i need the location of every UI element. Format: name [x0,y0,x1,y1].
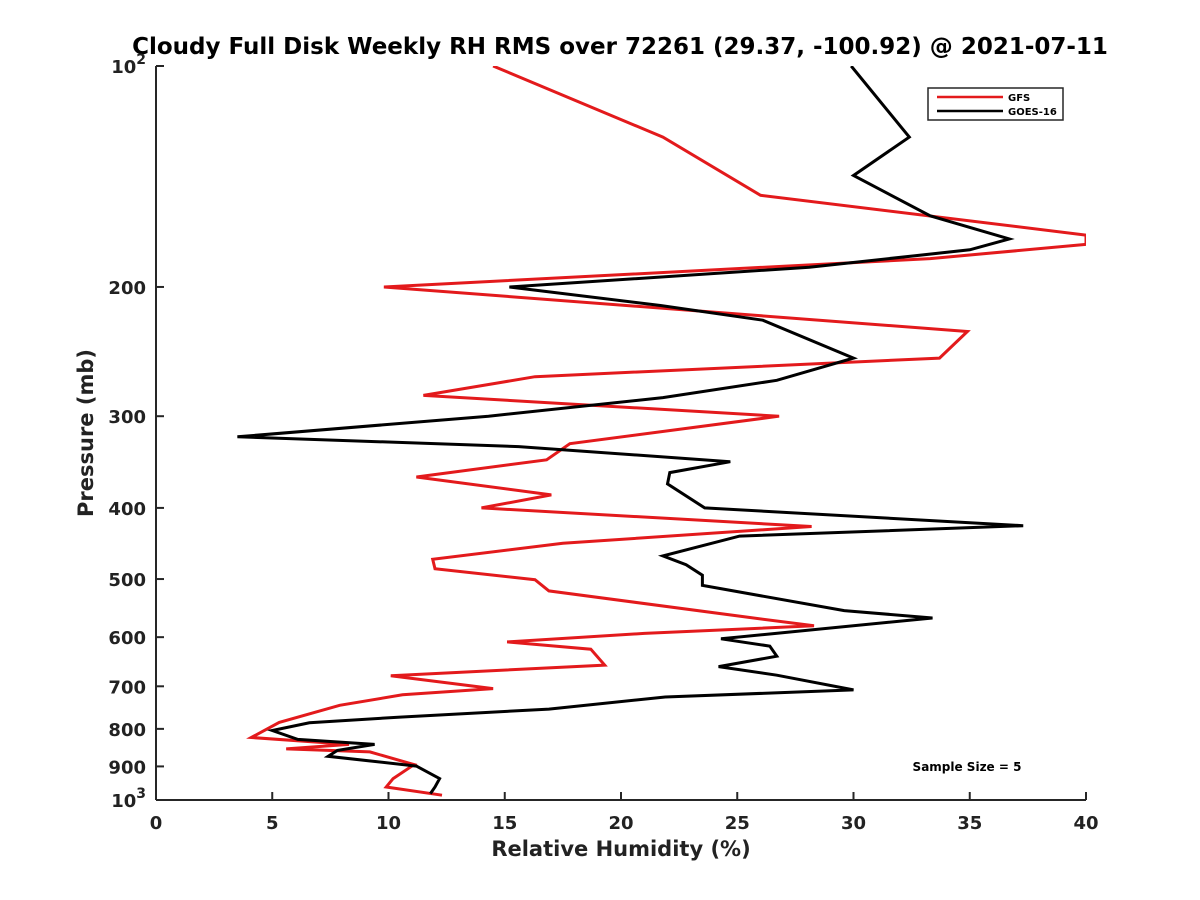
x-tick-label: 20 [608,813,633,834]
x-tick-label: 30 [841,813,866,834]
y-tick-label: 900 [108,757,146,778]
series-line-goes-16 [237,66,1024,795]
chart-title: Cloudy Full Disk Weekly RH RMS over 7226… [132,34,1108,60]
y-tick-label: 800 [108,720,146,741]
y-tick-label-base: 10 [111,791,136,812]
y-tick-label-exponent: 2 [136,52,146,68]
y-axis-label: Pressure (mb) [74,349,98,517]
y-tick-label: 102 [111,52,146,78]
x-tick-label: 35 [957,813,982,834]
y-tick-label: 300 [108,407,146,428]
x-tick-label: 25 [725,813,750,834]
sample-size-annotation: Sample Size = 5 [913,760,1022,774]
x-tick-label: 5 [266,813,279,834]
x-ticks: 0 5 10 15 20 25 30 35 40 [150,792,1099,834]
legend-label: GOES-16 [1008,107,1057,118]
legend: GFS GOES-16 [927,87,1064,121]
x-tick-label: 40 [1073,813,1098,834]
x-tick-label: 15 [492,813,517,834]
y-tick-label: 600 [108,628,146,649]
y-tick-label: 200 [108,278,146,299]
y-tick-label-exponent: 3 [136,786,146,802]
y-tick-label-base: 10 [111,57,136,78]
legend-box [927,87,1064,121]
x-axis-label: Relative Humidity (%) [491,837,750,861]
y-tick-label: 103 [111,786,146,812]
legend-label: GFS [1008,93,1030,104]
y-tick-label: 500 [108,570,146,591]
x-tick-label: 0 [150,813,163,834]
series-group [237,66,1086,797]
series-line-gfs [246,66,1086,797]
x-tick-label: 10 [376,813,401,834]
y-tick-label: 400 [108,499,146,520]
y-tick-label: 700 [108,677,146,698]
